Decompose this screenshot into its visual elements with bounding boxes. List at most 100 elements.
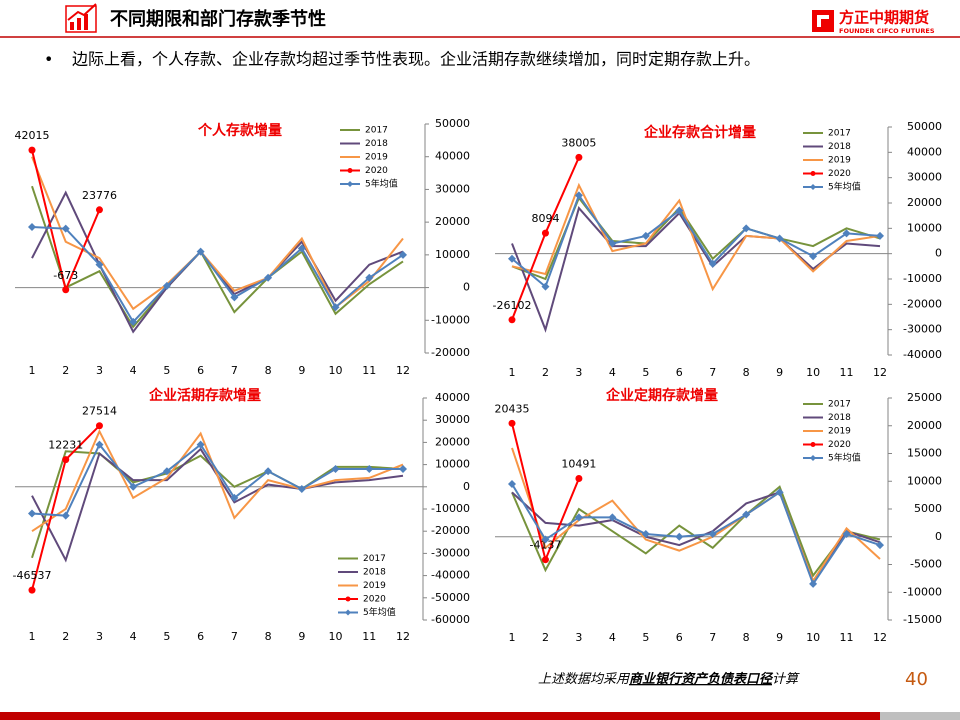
point <box>264 273 273 282</box>
x-tick-label: 9 <box>298 364 305 377</box>
y-tick-label: 50000 <box>435 117 470 130</box>
point <box>508 254 516 263</box>
x-tick-label: 7 <box>709 366 716 379</box>
legend-label: 2018 <box>363 568 386 578</box>
y-tick-label: 0 <box>463 480 470 493</box>
y-tick-label: -15000 <box>903 613 942 626</box>
x-tick-label: 12 <box>396 630 410 643</box>
x-tick-label: 10 <box>329 364 343 377</box>
x-tick-label: 5 <box>642 631 649 644</box>
point <box>775 234 784 243</box>
series-line <box>511 182 881 292</box>
x-tick-label: 9 <box>776 631 783 644</box>
x-tick-label: 12 <box>396 364 410 377</box>
legend-label: 2017 <box>828 129 851 139</box>
x-tick-label: 3 <box>96 630 103 643</box>
point <box>742 224 751 233</box>
y-tick-label: 10000 <box>435 248 470 261</box>
y-tick-label: 40000 <box>907 145 942 158</box>
legend-label: 2017 <box>828 400 851 410</box>
legend-marker <box>347 181 353 187</box>
x-tick-label: 8 <box>265 630 272 643</box>
x-tick-label: 3 <box>575 366 582 379</box>
point <box>28 146 36 154</box>
point <box>162 281 171 290</box>
x-tick-label: 6 <box>676 366 683 379</box>
point <box>608 513 617 522</box>
point <box>809 252 818 261</box>
point <box>508 480 516 489</box>
legend-label: 5年均值 <box>828 452 861 464</box>
legend-label: 5年均值 <box>828 181 861 193</box>
series-line <box>511 193 881 289</box>
y-tick-label: 0 <box>935 530 942 543</box>
footer-bar-end <box>880 712 960 720</box>
series-line <box>511 206 881 333</box>
point <box>196 247 205 256</box>
y-tick-label: 0 <box>463 281 470 294</box>
legend-marker <box>810 455 816 461</box>
x-tick-label: 11 <box>362 630 376 643</box>
point <box>574 191 583 200</box>
point <box>196 440 205 449</box>
point <box>61 511 70 520</box>
x-tick-label: 6 <box>197 364 204 377</box>
chart: 个人存款增量 -20000 -10000 0 10000 20000 30000 40000 5… <box>15 117 471 377</box>
point <box>331 303 340 312</box>
chart: 企业定期存款增量 -15000 -10000 -5000 0 5000 10000 15000… <box>495 387 943 644</box>
logo-en: FOUNDER CIFCO FUTURES <box>839 27 935 35</box>
point <box>129 317 138 326</box>
footnote-part: 上述数据均采用 <box>538 672 631 687</box>
point <box>399 250 407 259</box>
y-tick-label: 10000 <box>907 221 942 234</box>
x-tick-label: 2 <box>542 631 549 644</box>
point <box>775 488 784 497</box>
point <box>28 509 36 518</box>
y-tick-label: -40000 <box>903 348 942 361</box>
legend-label: 2018 <box>828 413 851 423</box>
logo-mark <box>812 10 834 32</box>
x-tick-label: 5 <box>642 366 649 379</box>
y-tick-label: -5000 <box>910 558 942 571</box>
chart-title: 个人存款增量 <box>197 122 282 139</box>
x-tick-label: 12 <box>873 366 887 379</box>
chart-title: 企业存款合计增量 <box>643 124 756 141</box>
point <box>264 467 273 476</box>
point <box>62 456 70 464</box>
point <box>574 513 583 522</box>
point <box>575 475 583 483</box>
point <box>297 244 306 253</box>
x-tick-label: 8 <box>743 631 750 644</box>
point <box>575 153 583 161</box>
x-tick-label: 2 <box>542 366 549 379</box>
legend-label: 2018 <box>828 142 851 152</box>
x-tick-label: 6 <box>197 630 204 643</box>
y-tick-label: 20000 <box>435 435 470 448</box>
y-tick-label: 20000 <box>435 215 470 228</box>
data-label: 10491 <box>561 458 596 471</box>
x-tick-label: 4 <box>609 631 616 644</box>
y-tick-label: -30000 <box>431 546 470 559</box>
point <box>162 467 171 476</box>
x-tick-label: 9 <box>298 630 305 643</box>
page-number: 40 <box>905 669 928 690</box>
point <box>809 579 818 588</box>
legend-marker <box>810 442 816 447</box>
y-tick-label: -20000 <box>431 346 470 359</box>
y-tick-label: 30000 <box>435 182 470 195</box>
point <box>95 260 104 269</box>
chart: 企业活期存款增量 -60000 -50000 -40000 -30000 -20000 -1… <box>13 387 470 643</box>
series-line <box>511 156 580 321</box>
data-label: 20435 <box>495 402 530 415</box>
legend-label: 2020 <box>828 169 851 179</box>
y-tick-label: -20000 <box>431 524 470 537</box>
x-tick-label: 10 <box>329 630 343 643</box>
legend-label: 2017 <box>365 126 388 136</box>
point <box>842 229 851 238</box>
footnote-emph: 商业银行资产负债表口径 <box>629 671 774 687</box>
x-tick-label: 7 <box>231 630 238 643</box>
x-tick-label: 6 <box>676 631 683 644</box>
y-tick-label: 30000 <box>907 171 942 184</box>
chart-title: 企业活期存款增量 <box>148 387 261 404</box>
